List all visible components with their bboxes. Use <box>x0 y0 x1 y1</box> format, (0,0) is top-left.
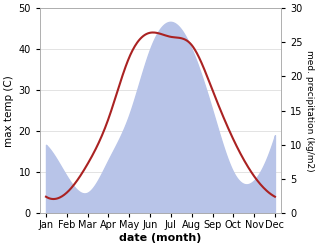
X-axis label: date (month): date (month) <box>119 233 202 243</box>
Y-axis label: med. precipitation (kg/m2): med. precipitation (kg/m2) <box>305 50 314 171</box>
Y-axis label: max temp (C): max temp (C) <box>4 75 14 146</box>
